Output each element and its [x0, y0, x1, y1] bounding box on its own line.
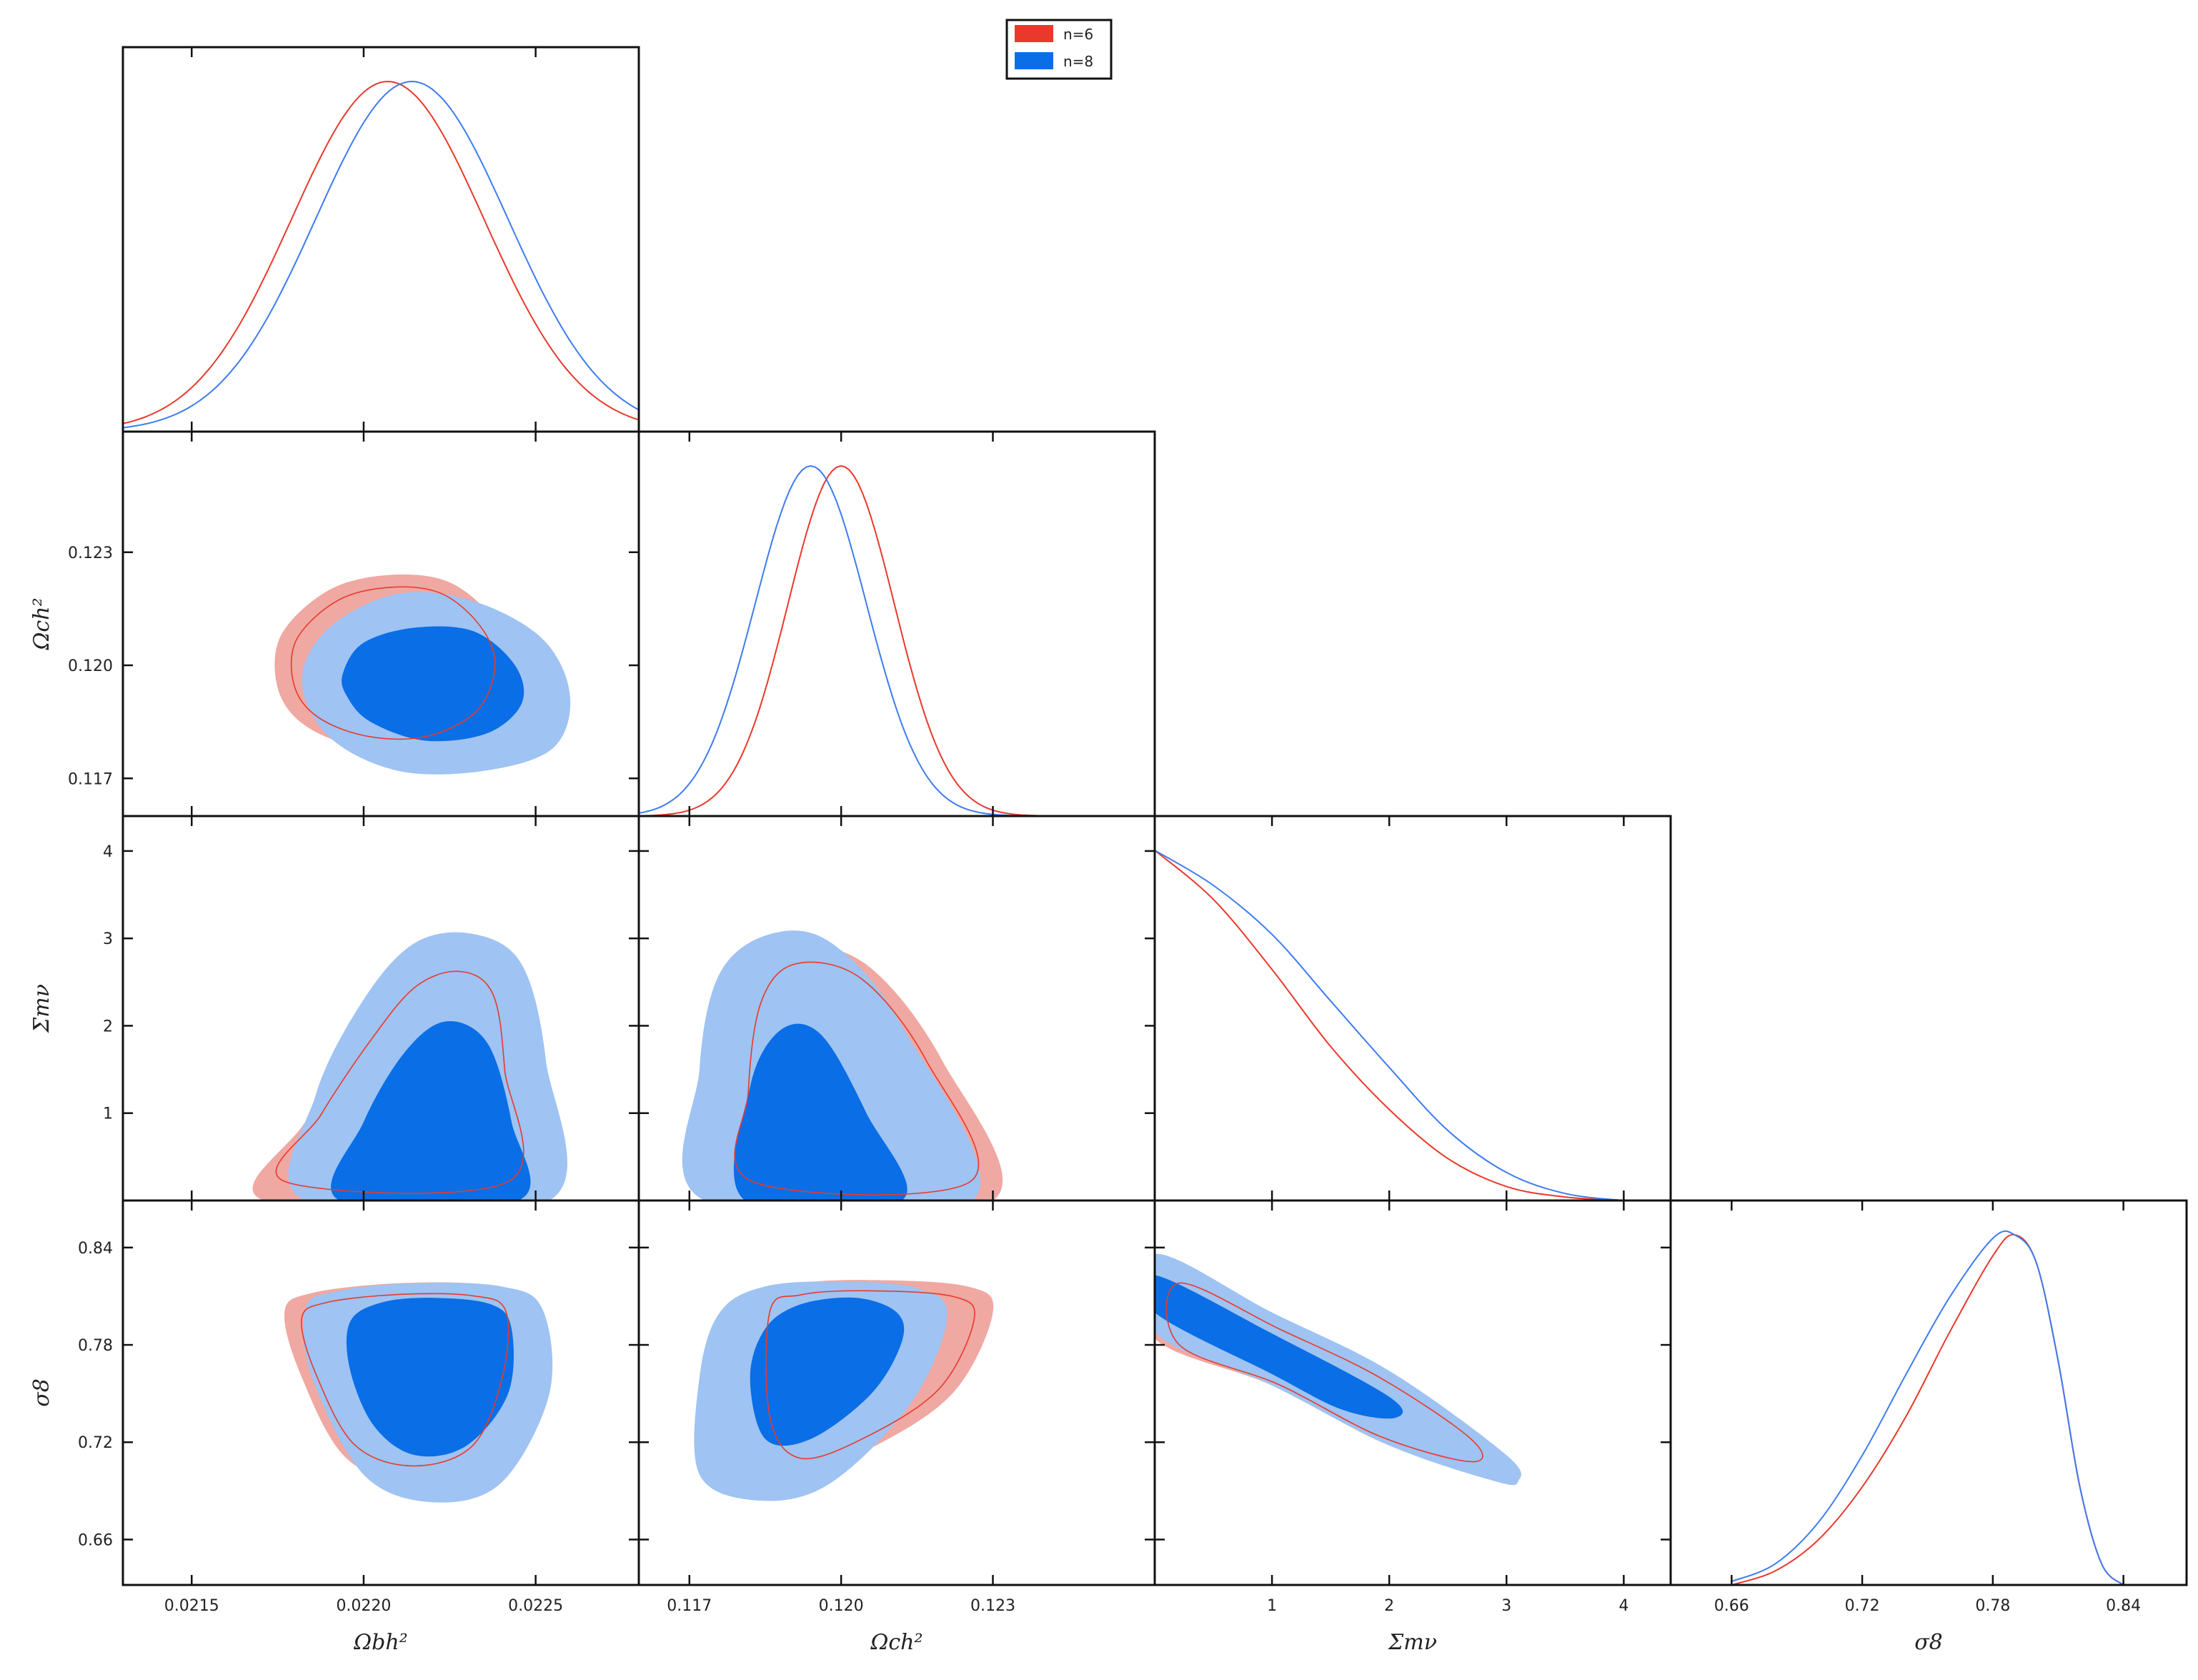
marginal-curve-n8 [1731, 1230, 2124, 1585]
y-tick-label: 3 [103, 930, 113, 948]
contour-n8-68 [331, 1021, 531, 1201]
marginal-curve-n6 [1155, 850, 1624, 1201]
contour-n8-68 [1155, 1275, 1403, 1419]
contour-n6-68-outline [1165, 1282, 1483, 1463]
x-tick-label: 0.0215 [164, 1597, 219, 1615]
contour-panel-mnu-s8 [1155, 1253, 1521, 1486]
y-tick-label: 0.84 [78, 1240, 113, 1258]
x-axis-label-mnu: Σmν [1388, 1630, 1437, 1655]
y-axis-label-mnu: Σmν [29, 984, 54, 1033]
x-tick-label: 2 [1384, 1597, 1394, 1615]
marginal-mnu [1155, 850, 1624, 1201]
x-tick-label: 0.120 [819, 1597, 864, 1615]
contour-n8-68 [734, 1023, 907, 1201]
contour-n8-68 [750, 1297, 905, 1446]
x-tick-label: 0.72 [1845, 1597, 1880, 1615]
marginal-curve-n6 [123, 81, 639, 424]
x-tick-label: 0.123 [970, 1597, 1015, 1615]
legend: n=6 n=8 [1005, 19, 1113, 80]
marginal-s8 [1731, 1230, 2124, 1585]
contour-n6-68-outline [765, 1290, 975, 1460]
x-axis-label-ob: Ωbh² [353, 1630, 407, 1655]
y-tick-label: 0.123 [68, 545, 113, 562]
y-tick-label: 0.120 [68, 657, 113, 675]
marginal-ob [123, 80, 639, 429]
marginal-curve-n8 [1155, 850, 1624, 1201]
y-tick-label: 0.72 [78, 1434, 113, 1452]
marginal-curve-n8 [123, 80, 639, 429]
legend-label-n8: n=8 [1063, 53, 1093, 70]
x-tick-label: 0.0220 [336, 1597, 391, 1615]
x-axis-label-s8: σ8 [1914, 1630, 1943, 1655]
y-tick-label: 0.117 [68, 770, 113, 788]
contour-n6-68-outline [734, 961, 980, 1196]
legend-swatch-n6 [1015, 25, 1053, 42]
y-tick-label: 0.78 [78, 1337, 113, 1355]
contour-panel-oc-mnu [682, 930, 1003, 1201]
labels-layer: 0.0215 0.0220 0.0225 Ωbh² 0.117 0.120 0.123 Ωch… [29, 545, 2141, 1655]
marginal-oc [639, 464, 1155, 816]
x-tick-label: 0.78 [1975, 1597, 2010, 1615]
legend-swatch-n8 [1015, 52, 1053, 69]
x-axis-label-oc: Ωch² [870, 1630, 923, 1655]
x-tick-label: 1 [1267, 1597, 1277, 1615]
contour-n8-68 [342, 626, 524, 742]
contour-n6-68-outline [275, 970, 524, 1194]
contour-panel-oc-s8 [694, 1280, 994, 1501]
x-tick-label: 0.117 [667, 1597, 712, 1615]
contour-n8-68 [346, 1298, 514, 1457]
panel-frame-1-1 [637, 430, 1156, 817]
contour-panel-ob-mnu [252, 932, 567, 1201]
y-tick-label: 4 [103, 843, 113, 861]
x-tick-label: 3 [1501, 1597, 1511, 1615]
y-axis-label-s8: σ8 [29, 1378, 54, 1407]
x-tick-label: 0.0225 [508, 1597, 563, 1615]
contour-n6-68-outline [290, 586, 496, 740]
legend-label-n6: n=6 [1063, 26, 1093, 43]
panel-frame-2-2 [1153, 815, 1672, 1202]
panels-layer [121, 46, 2188, 1586]
contour-n6-68-outline [301, 1293, 509, 1467]
y-tick-label: 2 [103, 1018, 113, 1035]
panel-frame-3-3 [1669, 1199, 2188, 1586]
y-axis-label-oc: Ωch² [29, 597, 54, 650]
contour-panel-ob-oc [274, 574, 571, 775]
marginal-curve-n6 [1731, 1233, 2124, 1585]
x-tick-label: 4 [1618, 1597, 1628, 1615]
y-tick-label: 0.66 [78, 1531, 113, 1549]
panel-frame-0-0 [121, 46, 640, 433]
y-tick-label: 1 [103, 1105, 113, 1123]
x-tick-label: 0.84 [2106, 1597, 2141, 1615]
marginal-curve-n8 [639, 464, 1155, 816]
x-tick-label: 0.66 [1714, 1597, 1749, 1615]
contour-panel-ob-s8 [284, 1282, 553, 1503]
marginal-curve-n6 [639, 464, 1155, 816]
